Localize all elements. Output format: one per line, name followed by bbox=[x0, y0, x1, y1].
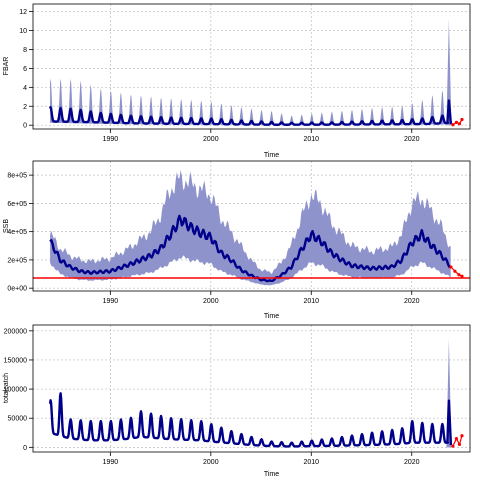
forecast-point-ssb-3 bbox=[460, 274, 464, 278]
y-tick-label-fbar-2: 4 bbox=[23, 85, 27, 92]
forecast-line-catch bbox=[452, 435, 463, 447]
estimate-line-ssb bbox=[49, 214, 451, 283]
y-axis-label-ssb: SSB bbox=[3, 219, 10, 233]
y-tick-label-ssb-1: 2e+05 bbox=[7, 257, 27, 264]
y-tick-label-catch-1: 50000 bbox=[8, 416, 28, 423]
x-tick-label-fbar-1990: 1990 bbox=[103, 136, 119, 143]
forecast-point-fbar-2 bbox=[457, 122, 462, 126]
y-tick-label-fbar-6: 12 bbox=[19, 9, 27, 16]
forecast-point-fbar-3 bbox=[460, 117, 464, 122]
plot-frame-ssb bbox=[32, 160, 471, 292]
plot-frame-catch bbox=[32, 324, 471, 453]
plot-area-catch bbox=[48, 339, 464, 448]
y-tick-label-fbar-3: 6 bbox=[23, 66, 27, 73]
forecast-point-catch-0 bbox=[451, 444, 455, 448]
forecast-point-catch-3 bbox=[460, 434, 464, 438]
x-tick-label-catch-2010: 2010 bbox=[303, 459, 319, 466]
x-tick-label-ssb-2020: 2020 bbox=[404, 298, 420, 305]
x-axis-label-catch: Time bbox=[264, 471, 279, 478]
y-axis-label-fbar: FBAR bbox=[3, 57, 10, 76]
forecast-point-ssb-2 bbox=[457, 273, 461, 277]
x-tick-label-ssb-2010: 2010 bbox=[303, 298, 319, 305]
y-tick-label-catch-0: 0 bbox=[23, 445, 27, 452]
forecast-point-catch-1 bbox=[454, 437, 459, 441]
plot-area-fbar bbox=[48, 19, 464, 127]
panel-fbar: 1990 2000 2010 2020 0 2 4 6 8 10 12 Time FBAR bbox=[3, 3, 471, 159]
x-tick-label-ssb-1990: 1990 bbox=[103, 298, 119, 305]
confidence-band-fbar bbox=[50, 78, 448, 125]
y-tick-label-fbar-0: 0 bbox=[23, 123, 27, 130]
estimate-line-catch bbox=[48, 392, 453, 448]
x-tick-label-fbar-2000: 2000 bbox=[203, 136, 219, 143]
plot-frame-fbar bbox=[32, 3, 471, 130]
estimate-line-fbar bbox=[48, 99, 453, 126]
y-tick-label-ssb-4: 8e+05 bbox=[7, 173, 27, 180]
confidence-spike-fbar bbox=[446, 19, 452, 126]
forecast-line-fbar bbox=[452, 119, 463, 126]
x-axis-label-fbar: Time bbox=[264, 152, 279, 159]
x-tick-label-catch-2020: 2020 bbox=[404, 459, 420, 466]
forecast-point-fbar-0 bbox=[451, 123, 455, 127]
y-tick-label-ssb-0: 0e+00 bbox=[7, 286, 27, 293]
forecast-point-ssb-1 bbox=[453, 269, 457, 273]
y-tick-label-catch-3: 150000 bbox=[4, 357, 27, 364]
y-tick-label-fbar-1: 2 bbox=[23, 104, 27, 111]
forecast-line-ssb bbox=[450, 266, 463, 277]
x-tick-label-fbar-2010: 2010 bbox=[303, 136, 319, 143]
forecast-point-fbar-1 bbox=[454, 120, 459, 124]
x-tick-label-catch-2000: 2000 bbox=[203, 459, 219, 466]
panel-ssb: 1990 2000 2010 2020 0e+00 2e+05 4e+05 6e+05 8e+0… bbox=[3, 160, 471, 320]
y-tick-label-catch-2: 100000 bbox=[4, 387, 27, 394]
x-tick-label-fbar-2020: 2020 bbox=[404, 136, 420, 143]
y-axis-label-catch: totalcatch bbox=[3, 373, 10, 403]
y-tick-label-fbar-4: 8 bbox=[23, 47, 27, 54]
x-tick-label-catch-1990: 1990 bbox=[103, 459, 119, 466]
y-tick-label-ssb-3: 6e+05 bbox=[7, 201, 27, 208]
y-tick-label-fbar-5: 10 bbox=[19, 28, 27, 35]
y-tick-label-catch-4: 200000 bbox=[4, 328, 27, 335]
forecast-point-catch-2 bbox=[457, 442, 462, 447]
plot-area-ssb bbox=[49, 170, 464, 286]
x-axis-label-ssb: Time bbox=[264, 313, 279, 320]
forecast-point-ssb-0 bbox=[449, 265, 453, 269]
y-tick-label-ssb-2: 4e+05 bbox=[7, 229, 27, 236]
panel-catch: 1990 2000 2010 2020 0 50000 100000 150000 200000… bbox=[3, 324, 471, 478]
x-tick-label-ssb-2000: 2000 bbox=[203, 298, 219, 305]
